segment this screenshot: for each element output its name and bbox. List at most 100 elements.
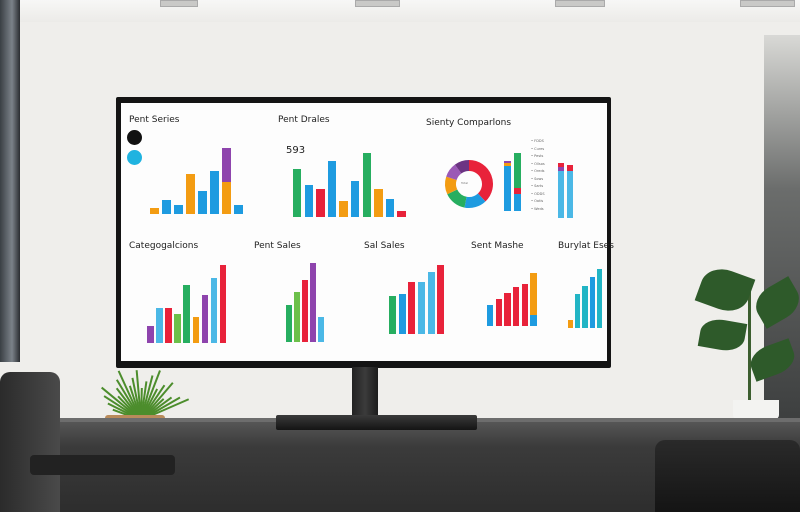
- bar-chart: [568, 269, 604, 328]
- bar-chart: [389, 265, 447, 334]
- panel-title: Pent Drales: [278, 115, 330, 125]
- panel-title: Sal Sales: [364, 241, 405, 251]
- bar: [437, 265, 445, 334]
- bar: [310, 263, 316, 342]
- bar: [385, 199, 395, 217]
- bar: [222, 148, 231, 183]
- leaf: [697, 316, 748, 354]
- panel-title: Burylat Eses: [558, 241, 614, 251]
- panel-title: Sent Mashe: [471, 241, 524, 251]
- legend-item: • FDDS: [531, 139, 544, 143]
- bar-chart: [286, 263, 326, 342]
- kpi-value: 593: [286, 145, 306, 156]
- bar: [286, 304, 292, 342]
- ceiling: [0, 0, 800, 22]
- legend-item: • ODDS: [531, 191, 545, 196]
- dashboard-screen: Pent Series Pent Drales 593 Sienty Compa…: [121, 103, 614, 361]
- bar: [162, 200, 171, 214]
- bar-chart: [293, 153, 409, 217]
- bar: [575, 294, 581, 328]
- bar: [293, 169, 302, 217]
- bar: [504, 166, 512, 211]
- ceiling-vent: [740, 0, 795, 7]
- legend: • FDDS • Cures • Pests • Ollsos • Oreds • Sow…: [531, 139, 571, 214]
- bar: [150, 208, 159, 214]
- ceiling-vent: [160, 0, 198, 7]
- bar: [374, 189, 383, 217]
- legend-item: • Ollsos: [531, 161, 545, 166]
- bar-chart: [487, 273, 539, 326]
- bar: [567, 165, 574, 172]
- monitor-stand: [352, 367, 378, 419]
- legend-item: • Cures: [531, 146, 545, 151]
- legend-item: • Weds: [531, 206, 544, 211]
- bar: [398, 293, 406, 334]
- donut-slice: [464, 193, 486, 208]
- bar: [147, 325, 154, 343]
- donut-slice: [445, 176, 458, 195]
- bar: [514, 193, 522, 211]
- bar: [487, 304, 494, 326]
- bar: [201, 295, 209, 343]
- bar: [558, 171, 565, 218]
- bar: [192, 317, 200, 343]
- ceiling-vent: [555, 0, 605, 7]
- window: [0, 0, 20, 362]
- bar: [504, 292, 511, 326]
- panel-title: Categogalcions: [129, 241, 199, 251]
- office-chair: [655, 440, 800, 512]
- office-chair: [0, 372, 60, 512]
- potted-grass-plant: [101, 365, 190, 421]
- bar: [582, 285, 588, 328]
- bar: [362, 153, 371, 217]
- bar: [198, 191, 207, 214]
- leaf: [694, 262, 756, 318]
- bar: [504, 160, 512, 164]
- bar: [513, 286, 520, 326]
- bar: [567, 171, 574, 218]
- bar: [514, 153, 522, 188]
- bar: [316, 189, 325, 217]
- bar: [339, 201, 348, 217]
- legend-item: • Sows: [531, 176, 544, 181]
- bar: [234, 204, 243, 214]
- donut-slice: [469, 160, 493, 202]
- stacked-bar-chart: [558, 163, 576, 218]
- legend-item: • Pests: [531, 154, 544, 158]
- bar: [558, 166, 565, 172]
- bar-chart: [150, 148, 246, 214]
- bar-chart: [147, 265, 229, 343]
- bar: [183, 284, 190, 343]
- donut-slice: [454, 160, 469, 174]
- bar: [530, 273, 537, 316]
- bar: [174, 314, 181, 343]
- panel-title: Sienty Comparlons: [426, 118, 512, 128]
- bar: [327, 161, 337, 217]
- office-chair-seat: [30, 455, 175, 475]
- panel-title: Pent Series: [129, 115, 180, 125]
- bar: [589, 277, 595, 328]
- bar: [596, 269, 602, 328]
- chat-icon[interactable]: [127, 150, 142, 165]
- bar: [558, 163, 565, 167]
- bar: [514, 187, 522, 194]
- bar: [568, 319, 574, 328]
- plant-stem: [748, 290, 751, 402]
- bar: [427, 271, 435, 334]
- music-icon[interactable]: [127, 130, 142, 145]
- bar: [389, 296, 396, 334]
- stacked-bar-chart: [504, 153, 524, 211]
- ceiling-vent: [355, 0, 400, 7]
- monitor-base: [276, 415, 477, 430]
- bar: [504, 163, 512, 167]
- bar: [156, 308, 163, 343]
- bar: [222, 182, 231, 214]
- donut-slice: [447, 189, 467, 208]
- donut-label: Total: [461, 181, 469, 185]
- bar: [210, 278, 218, 343]
- bar: [495, 298, 502, 326]
- bar: [302, 279, 308, 342]
- bar: [165, 308, 172, 343]
- bar: [397, 210, 406, 217]
- legend-item: • Oreds: [531, 169, 545, 173]
